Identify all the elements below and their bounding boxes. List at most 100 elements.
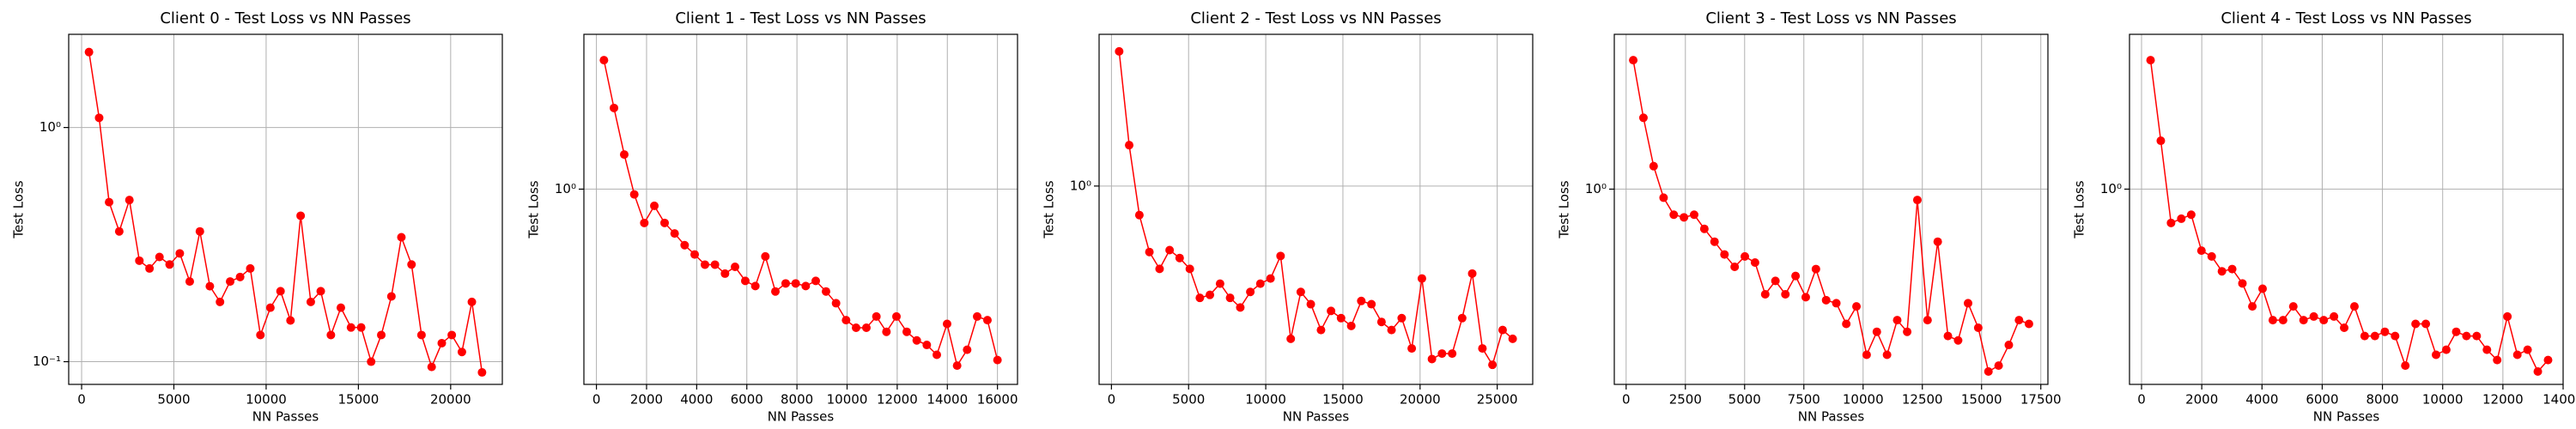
- loss-line: [603, 59, 999, 368]
- loss-point: [377, 330, 386, 340]
- loss-point: [235, 272, 245, 281]
- loss-point: [2441, 345, 2451, 354]
- x-tick-label: 2500: [1669, 392, 1702, 408]
- plot-frame: [1613, 33, 2049, 385]
- loss-point: [1923, 316, 1932, 325]
- x-tick-label: 10000: [1245, 392, 1286, 408]
- loss-line: [88, 51, 483, 373]
- loss-point: [105, 197, 114, 207]
- loss-point: [1427, 354, 1437, 364]
- loss-point: [1236, 303, 1245, 312]
- loss-point: [2533, 366, 2543, 376]
- x-tick-label: 10000: [2422, 392, 2464, 408]
- plot-frame: [583, 33, 1018, 385]
- loss-point: [1669, 210, 1679, 220]
- loss-point: [1994, 361, 2003, 371]
- loss-point: [1276, 251, 1285, 261]
- loss-point: [892, 311, 902, 321]
- loss-point: [933, 350, 942, 360]
- loss-point: [2278, 316, 2287, 325]
- loss-point: [205, 281, 215, 291]
- loss-point: [1710, 237, 1719, 246]
- loss-point: [1933, 237, 1942, 246]
- loss-point: [1760, 289, 1770, 299]
- loss-point: [1397, 313, 1406, 323]
- loss-point: [2472, 331, 2482, 341]
- y-axis-label: Test Loss: [526, 180, 542, 239]
- x-tick-label: 5000: [1728, 392, 1761, 408]
- plot-frame: [2129, 33, 2564, 385]
- loss-point: [1943, 331, 1953, 341]
- subplot-title: Client 0 - Test Loss vs NN Passes: [160, 9, 410, 27]
- loss-point: [175, 249, 185, 258]
- loss-point: [912, 335, 921, 345]
- loss-point: [599, 56, 609, 65]
- loss-point: [427, 362, 436, 372]
- x-tick-label: 10000: [827, 392, 868, 408]
- loss-point: [226, 277, 235, 287]
- loss-point: [1791, 271, 1801, 281]
- loss-point: [700, 260, 709, 269]
- loss-point: [2391, 331, 2400, 341]
- loss-point: [2166, 218, 2176, 227]
- subplot: Client 0 - Test Loss vs NN Passes NN Pass…: [11, 9, 503, 425]
- loss-point: [1781, 289, 1790, 299]
- loss-point: [1417, 274, 1426, 283]
- x-tick-label: 2000: [2185, 392, 2218, 408]
- loss-point: [2512, 350, 2522, 360]
- loss-point: [922, 341, 932, 350]
- loss-point: [761, 251, 770, 261]
- y-axis-label: Test Loss: [1557, 180, 1572, 239]
- subplot-title: Client 2 - Test Loss vs NN Passes: [1190, 9, 1441, 27]
- loss-point: [1357, 296, 1366, 305]
- loss-point: [952, 361, 962, 371]
- loss-point: [831, 299, 841, 308]
- loss-point: [1437, 349, 1447, 359]
- x-axis-label: NN Passes: [1283, 409, 1350, 425]
- loss-point: [246, 263, 255, 273]
- y-tick-label: 10⁰: [1070, 178, 1091, 193]
- y-tick-label: 10⁰: [1585, 181, 1607, 196]
- loss-point: [841, 316, 851, 325]
- loss-line: [1118, 51, 1514, 367]
- loss-point: [993, 355, 1002, 365]
- loss-point: [135, 256, 144, 265]
- loss-point: [346, 323, 355, 332]
- x-tick-label: 12000: [2482, 392, 2524, 408]
- loss-point: [1488, 360, 1498, 370]
- loss-point: [1206, 290, 1215, 299]
- loss-point: [276, 287, 285, 296]
- loss-point: [2268, 316, 2277, 325]
- loss-point: [1376, 317, 1386, 327]
- loss-point: [902, 327, 911, 336]
- x-tick-label: 0: [77, 392, 86, 408]
- loss-point: [1842, 319, 1851, 329]
- loss-point: [356, 323, 366, 332]
- loss-point: [2238, 279, 2247, 288]
- loss-point: [2360, 331, 2369, 341]
- loss-point: [467, 297, 477, 306]
- loss-point: [165, 260, 174, 269]
- loss-point: [296, 211, 306, 221]
- loss-point: [791, 279, 800, 288]
- loss-point: [2543, 355, 2553, 365]
- loss-point: [2004, 341, 2014, 350]
- loss-point: [659, 218, 669, 227]
- x-axis-label: NN Passes: [252, 409, 319, 425]
- loss-point: [1145, 247, 1154, 257]
- loss-point: [1872, 327, 1881, 336]
- loss-point: [640, 218, 649, 227]
- x-tick-label: 20000: [1400, 392, 1441, 408]
- loss-point: [1689, 210, 1698, 220]
- x-tick-label: 4000: [680, 392, 713, 408]
- loss-point: [1336, 313, 1346, 323]
- loss-point: [781, 279, 790, 288]
- loss-point: [1699, 224, 1709, 233]
- y-axis-label: Test Loss: [1042, 180, 1057, 239]
- x-tick-label: 20000: [430, 392, 471, 408]
- loss-point: [2309, 311, 2318, 321]
- loss-point: [1478, 344, 1487, 353]
- loss-point: [1912, 196, 1922, 205]
- loss-point: [1467, 269, 1477, 278]
